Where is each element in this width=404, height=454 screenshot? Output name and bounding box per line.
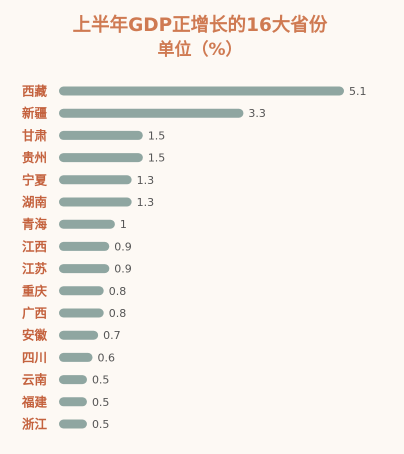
category-label: 四川	[22, 350, 47, 365]
value-label: 1.5	[148, 152, 166, 165]
value-label: 0.8	[109, 307, 127, 320]
bar	[59, 197, 132, 207]
chart-subtitle: 单位（%）	[157, 39, 242, 60]
category-label: 江西	[22, 239, 47, 254]
chart-title: 上半年GDP正增长的16大省份	[73, 14, 328, 36]
value-label: 1.3	[137, 174, 155, 187]
bar	[59, 419, 87, 429]
category-label: 西藏	[22, 84, 48, 99]
bar	[59, 330, 99, 340]
category-label: 湖南	[22, 195, 48, 210]
value-label: 0.5	[92, 418, 110, 431]
value-label: 1.5	[148, 129, 166, 142]
value-label: 1	[120, 218, 127, 231]
value-label: 0.7	[103, 329, 121, 342]
bar	[59, 130, 143, 140]
category-label: 安徽	[22, 328, 48, 343]
category-label: 甘肃	[22, 128, 48, 143]
category-label: 新疆	[22, 106, 48, 121]
bar	[59, 175, 132, 185]
category-label: 福建	[21, 394, 48, 409]
bar	[59, 219, 115, 229]
bar	[59, 108, 244, 118]
bar	[59, 153, 143, 163]
bar	[59, 375, 87, 385]
bar-group: 西藏 5.1 新疆 3.3 甘肃 1.5 贵州 1.5 宁夏 1.3 湖南 1.3 青海 1 江西 0.9 江苏…	[21, 84, 367, 432]
category-label: 贵州	[22, 150, 47, 165]
bar	[59, 308, 104, 318]
value-label: 0.5	[92, 396, 110, 409]
value-label: 5.1	[349, 85, 367, 98]
bar	[59, 241, 110, 251]
value-label: 0.5	[92, 374, 110, 387]
value-label: 3.3	[248, 107, 265, 120]
category-label: 广西	[22, 306, 47, 321]
category-label: 云南	[22, 372, 48, 387]
value-label: 0.9	[114, 240, 132, 253]
value-label: 0.6	[98, 351, 116, 364]
bar	[59, 86, 344, 96]
category-label: 宁夏	[22, 172, 48, 187]
value-label: 0.9	[114, 263, 132, 276]
bar	[59, 397, 87, 407]
bar	[59, 264, 110, 274]
bar	[59, 352, 93, 362]
category-label: 江苏	[22, 261, 48, 276]
bar	[59, 286, 104, 296]
category-label: 浙江	[22, 417, 48, 432]
value-label: 1.3	[137, 196, 155, 209]
category-label: 重庆	[22, 283, 48, 298]
category-label: 青海	[22, 217, 48, 232]
value-label: 0.8	[109, 285, 127, 298]
